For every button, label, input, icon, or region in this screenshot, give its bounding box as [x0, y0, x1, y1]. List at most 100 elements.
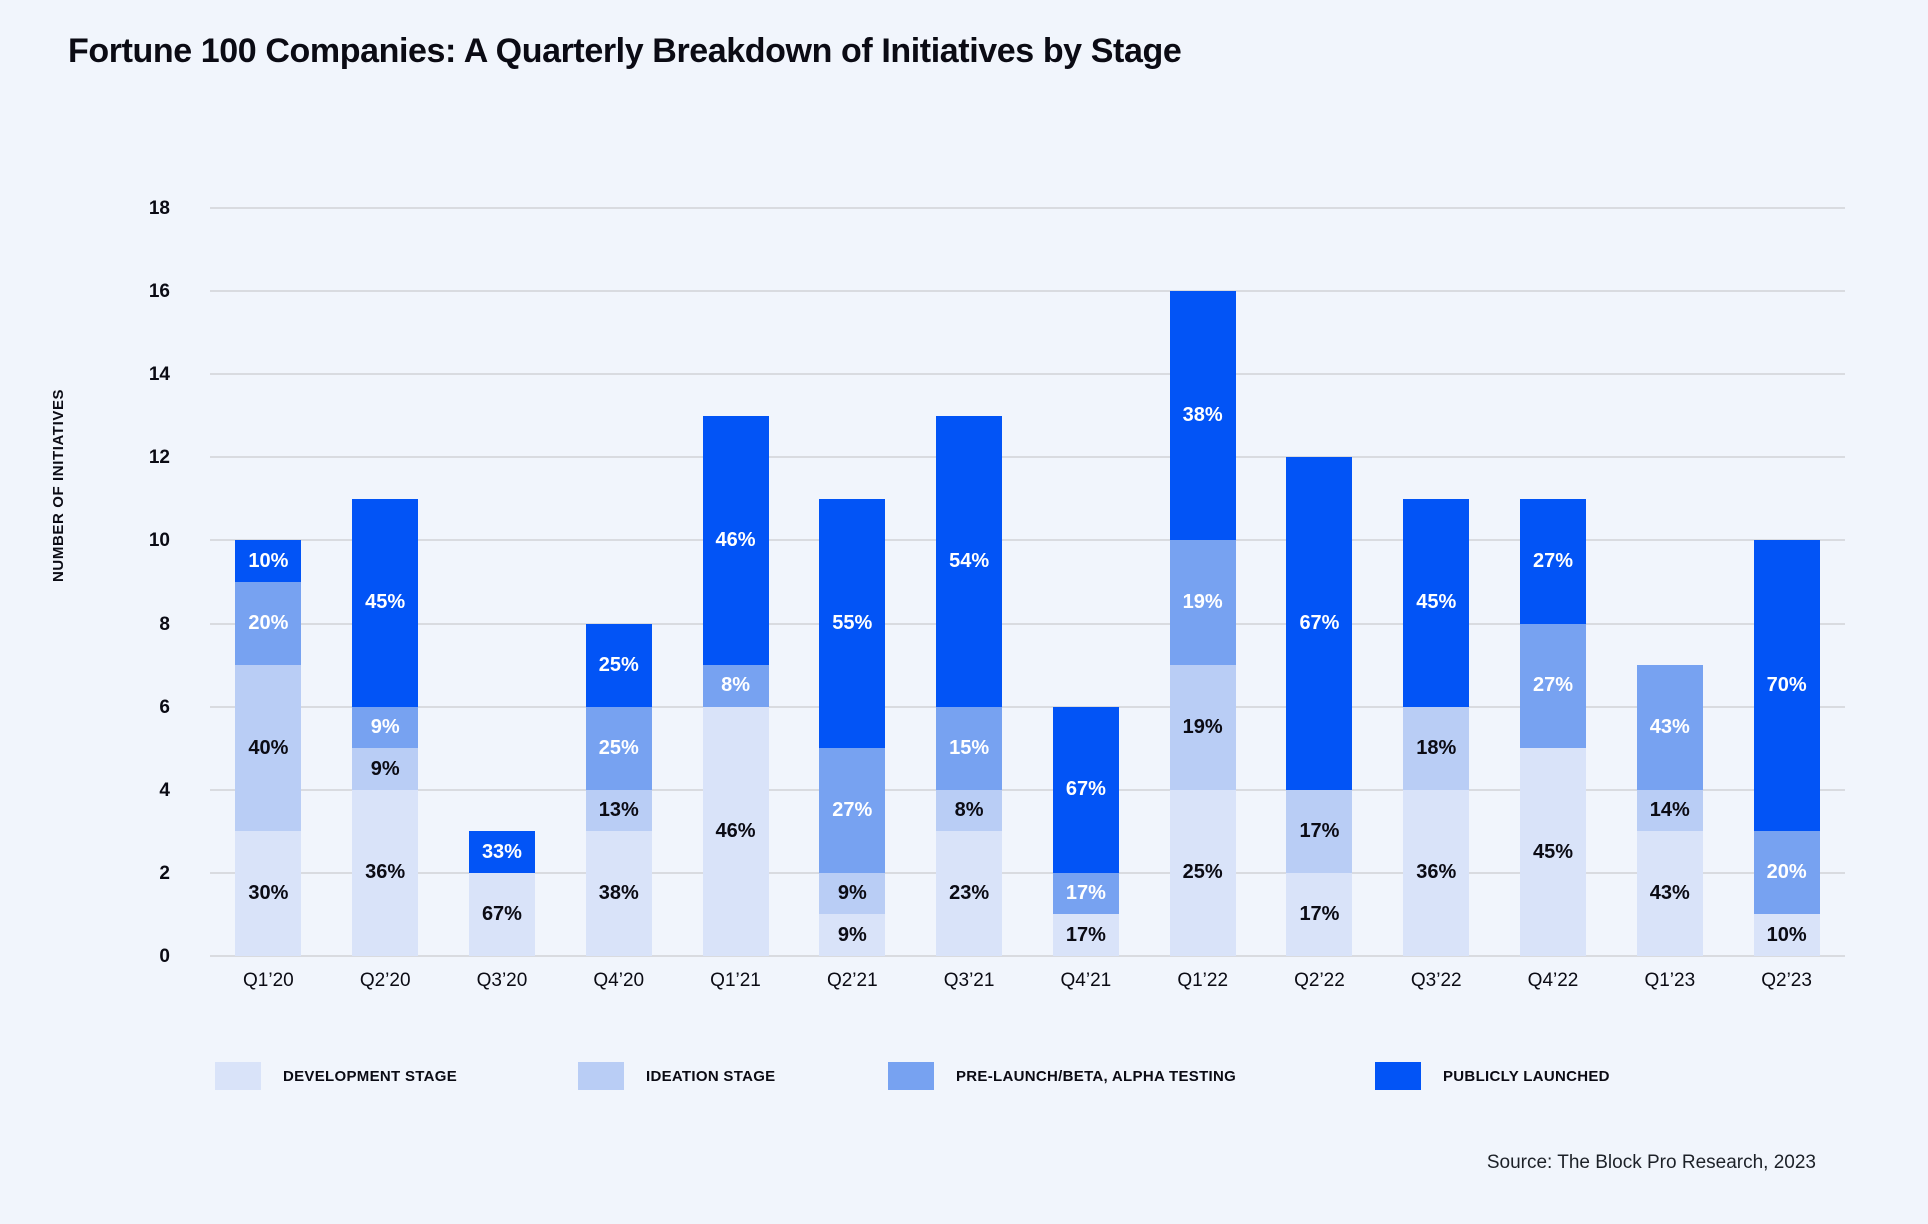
segment-percent-label: 9% [370, 715, 400, 738]
segment-percent-label: 46% [715, 819, 756, 842]
bar-segment-development: 23% [936, 831, 1003, 956]
legend-swatch [578, 1062, 624, 1090]
bar-q322: 36% 18% 45% [1378, 208, 1495, 956]
x-tick-label-q420: Q4’20 [593, 970, 645, 991]
x-tick-label-q221: Q2’21 [826, 970, 878, 991]
bar-segment-development: 10% [1753, 914, 1820, 956]
y-tick-label-8: 8 [159, 613, 170, 635]
bar-segment-prelaunchbeta: 27% [819, 748, 886, 873]
bar-q420: 38% 13% 25% 25% [560, 208, 677, 956]
bar-segment-ideation: 40% [235, 665, 302, 832]
segment-percent-label: 43% [1649, 715, 1690, 738]
segment-percent-label: 10% [248, 549, 289, 572]
bar-segment-prelaunchbeta: 25% [585, 706, 652, 790]
bar-segment-ideation: 17% [1286, 789, 1353, 873]
segment-percent-label: 30% [248, 882, 289, 905]
segment-percent-label: 33% [481, 840, 522, 863]
bar-segment-prelaunchbeta: 17% [1052, 872, 1119, 915]
gridline-y8 [210, 622, 1845, 625]
x-tick-label-q320: Q3’20 [476, 970, 528, 991]
plot-area: 0 2 4 6 8 10 12 14 16 18 30% 40% 20% 10% 36% 9% 9% 45% 67%… [149, 198, 1845, 967]
segment-percent-label: 38% [1182, 404, 1223, 427]
bar-segment-development: 17% [1052, 914, 1119, 956]
legend-item-development: DEVELOPMENT STAGE [215, 1062, 457, 1090]
bar-q220: 36% 9% 9% 45% [327, 208, 444, 956]
segment-percent-label: 15% [949, 736, 990, 759]
bar-segment-ideation: 9% [352, 748, 419, 790]
segment-percent-label: 43% [1649, 882, 1690, 905]
segment-percent-label: 17% [1299, 819, 1340, 842]
gridline-y4 [210, 788, 1845, 791]
segment-percent-label: 55% [832, 612, 873, 635]
gridline-y0 [210, 955, 1845, 957]
segment-percent-label: 38% [598, 882, 639, 905]
y-tick-label-14: 14 [148, 364, 170, 386]
x-tick-label-q321: Q3’21 [943, 970, 995, 991]
bar-segment-publicly: 54% [936, 415, 1003, 707]
y-tick-label-10: 10 [148, 530, 170, 552]
bar-segment-development: 36% [352, 789, 419, 956]
segment-percent-label: 25% [598, 736, 639, 759]
segment-percent-label: 14% [1649, 799, 1690, 822]
legend-swatch [888, 1062, 934, 1090]
legend-label: IDEATION STAGE [646, 1067, 776, 1085]
bar-segment-prelaunchbeta: 27% [1520, 623, 1587, 749]
segment-percent-label: 20% [1766, 861, 1807, 884]
legend-swatch [1375, 1062, 1421, 1090]
bar-segment-prelaunchbeta: 43% [1636, 665, 1703, 790]
bar-segment-development: 67% [468, 872, 535, 956]
y-tick-label-12: 12 [148, 447, 170, 469]
segment-percent-label: 40% [248, 736, 289, 759]
bar-segment-ideation: 19% [1169, 665, 1236, 790]
gridline-y12 [210, 456, 1845, 459]
x-tick-label-q123: Q1’23 [1644, 970, 1696, 991]
bar-segment-development: 45% [1520, 748, 1587, 956]
segment-percent-label: 9% [370, 757, 400, 780]
y-tick-label-18: 18 [148, 198, 170, 219]
bar-q120: 30% 40% 20% 10% [210, 208, 327, 956]
bar-segment-ideation: 18% [1403, 706, 1470, 790]
bar-segment-development: 36% [1403, 789, 1470, 956]
chart-title: Fortune 100 Companies: A Quarterly Break… [68, 32, 1182, 70]
segment-percent-label: 19% [1182, 715, 1223, 738]
segment-percent-label: 45% [1416, 591, 1457, 614]
gridline-y10 [210, 539, 1845, 542]
gridline-y2 [210, 871, 1845, 874]
segment-percent-label: 17% [1065, 923, 1106, 946]
bar-segment-prelaunchbeta: 9% [352, 706, 419, 749]
segment-percent-label: 17% [1299, 902, 1340, 925]
bar-q223: 10% 20% 70% [1728, 208, 1845, 956]
segment-percent-label: 25% [1182, 861, 1223, 884]
segment-percent-label: 67% [1065, 778, 1106, 801]
x-tick-label-q223: Q2’23 [1761, 970, 1812, 991]
segment-percent-label: 70% [1766, 674, 1807, 697]
legend-swatch [215, 1062, 261, 1090]
segment-percent-label: 27% [1533, 674, 1574, 697]
legend-label: PUBLICLY LAUNCHED [1443, 1067, 1610, 1085]
legend-item-ideation: IDEATION STAGE [578, 1062, 775, 1090]
source-note: Source: The Block Pro Research, 2023 [1486, 1152, 1816, 1173]
bar-q123: 43% 14% 43% [1611, 208, 1728, 956]
segment-percent-label: 23% [949, 882, 990, 905]
segment-percent-label: 67% [481, 902, 522, 925]
legend-label: PRE-LAUNCH/BETA, ALPHA TESTING [956, 1067, 1237, 1085]
x-tick-label-q121: Q1’21 [710, 970, 761, 991]
bar-segment-publicly: 67% [1286, 457, 1353, 790]
segment-percent-label: 19% [1182, 591, 1223, 614]
bar-segment-ideation: 13% [585, 789, 652, 832]
x-tick-label-q421: Q4’21 [1060, 970, 1112, 991]
bar-segment-ideation: 8% [936, 789, 1003, 832]
segment-percent-label: 18% [1416, 736, 1457, 759]
segment-percent-label: 9% [837, 923, 867, 946]
segment-percent-label: 67% [1299, 612, 1340, 635]
bar-segment-ideation: 9% [819, 872, 886, 915]
bar-segment-prelaunchbeta: 20% [235, 582, 302, 666]
bar-segment-development: 43% [1636, 831, 1703, 956]
legend-item-publicly: PUBLICLY LAUNCHED [1375, 1062, 1610, 1090]
y-tick-label-0: 0 [159, 946, 170, 967]
bar-segment-ideation: 14% [1636, 789, 1703, 832]
x-tick-label-q322: Q3’22 [1410, 970, 1462, 991]
segment-percent-label: 13% [598, 799, 639, 822]
bar-segment-publicly: 55% [819, 498, 886, 749]
legend-label: DEVELOPMENT STAGE [283, 1067, 458, 1085]
